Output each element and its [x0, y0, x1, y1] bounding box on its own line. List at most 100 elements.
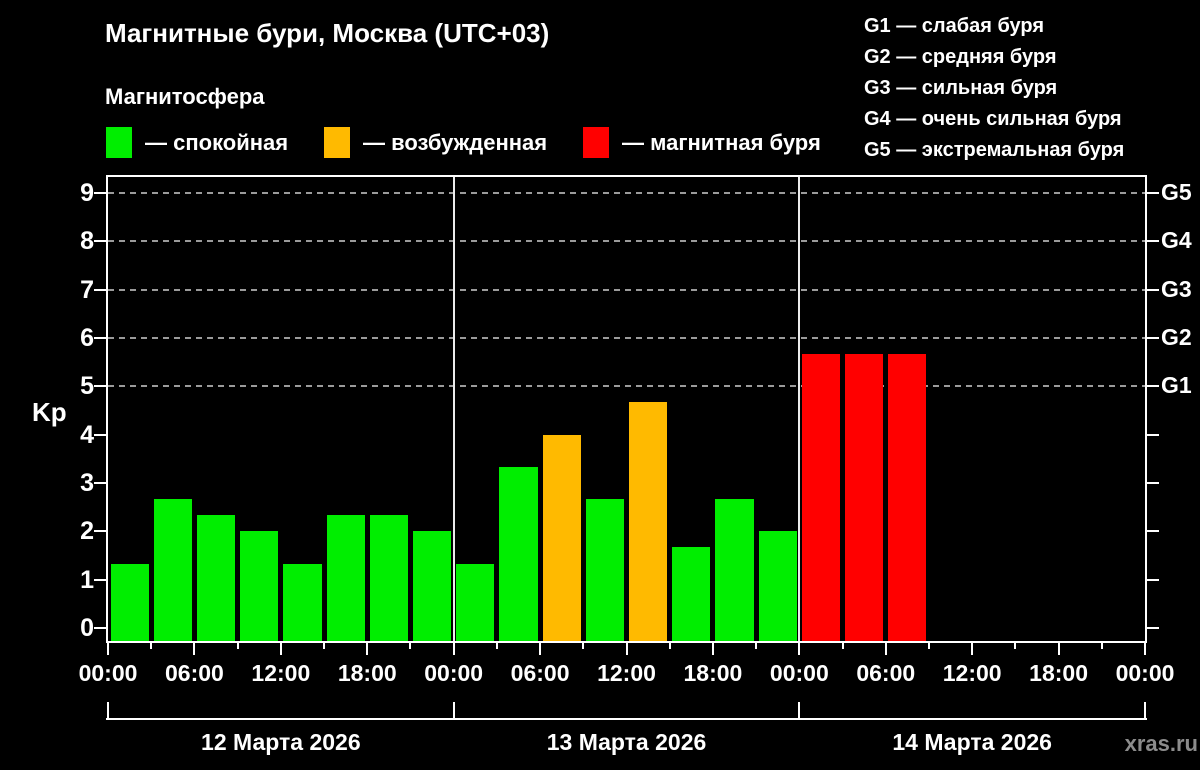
x-axis-label: 00:00 [78, 660, 138, 686]
g-scale-legend-line-g2: G2 — средняя буря [864, 46, 1057, 68]
y-axis-label: 4 [80, 420, 94, 449]
kp-bar [196, 515, 236, 641]
date-label: 14 Марта 2026 [892, 729, 1052, 755]
x-axis-label: 12:00 [942, 660, 1002, 686]
x-axis-label: 18:00 [1029, 660, 1088, 686]
storm-color-swatch [583, 127, 609, 158]
y-axis-label: 6 [80, 324, 94, 352]
legend-item-label: — возбужденная [363, 129, 548, 155]
y-axis-label: 5 [80, 372, 94, 401]
kp-bar [412, 531, 452, 641]
x-axis-label: 00:00 [424, 660, 484, 686]
x-axis-tick [755, 641, 758, 649]
x-axis-tick [798, 641, 801, 655]
x-axis-tick [971, 641, 974, 655]
kp-bar [283, 563, 322, 641]
y-axis-tick-right [1147, 337, 1159, 339]
y-axis-tick-right [1147, 482, 1159, 484]
legend-item-label: — магнитная буря [622, 129, 821, 155]
date-bracket-tick [798, 702, 801, 719]
y-axis-tick-left [94, 433, 106, 436]
x-axis-tick [927, 641, 930, 649]
kp-bar [629, 402, 668, 641]
kp-bar [758, 531, 797, 641]
x-axis-tick [409, 641, 412, 649]
kp-bar [672, 547, 711, 641]
kp-bar [326, 515, 365, 641]
x-axis-tick [366, 641, 369, 655]
kp-bar-plot-area: 0 1 2 3 4 5 6 7 8 9 G1 G2 G3 G4 G5 00:00 06:00 12:00 18:00… [79, 175, 1192, 755]
y-axis-tick-right [1147, 433, 1159, 436]
x-axis-label: 00:00 [769, 660, 829, 686]
x-axis-tick [1100, 641, 1103, 649]
x-axis-label: 06:00 [856, 660, 916, 686]
x-axis-tick [1057, 641, 1060, 655]
y-axis-title: Kp [32, 397, 67, 427]
y-axis-tick-right [1147, 627, 1159, 629]
page-title: Магнитные бури, Москва (UTC+03) [105, 18, 550, 48]
y-axis-label: 7 [80, 275, 94, 304]
legend-item-excited: — возбужденная [324, 127, 547, 158]
kp-bar [499, 467, 538, 641]
kp-bar [715, 498, 754, 641]
kp-bar [369, 515, 408, 641]
y-axis-tick-left [94, 627, 106, 629]
day-separator [452, 177, 455, 641]
kp-bar [585, 498, 624, 641]
x-axis-tick [107, 641, 109, 655]
x-axis-label: 12:00 [251, 660, 311, 686]
date-bracket-tick [452, 702, 455, 719]
excited-color-swatch [324, 127, 350, 158]
x-axis-tick [841, 641, 844, 649]
x-axis-tick [279, 641, 282, 655]
x-axis-tick [1014, 641, 1017, 649]
y-axis-tick-right [1147, 192, 1159, 194]
g-scale-label-g5: G5 [1161, 179, 1192, 205]
y-axis-tick-right [1147, 288, 1159, 291]
legend-item-storm: — магнитная буря [583, 127, 821, 158]
y-axis-tick-right [1147, 385, 1159, 388]
y-axis-label: 2 [80, 517, 94, 546]
kp-bar [240, 531, 279, 641]
y-axis-tick-right [1147, 240, 1159, 243]
y-axis-tick-left [94, 578, 106, 581]
x-axis-label: 18:00 [683, 660, 743, 686]
x-axis-label: 06:00 [164, 660, 224, 686]
x-axis-label: 18:00 [337, 660, 397, 686]
y-axis-label: 0 [80, 614, 94, 642]
date-label: 12 Марта 2026 [201, 729, 361, 755]
y-axis-tick-left [94, 240, 106, 243]
gridline-kp-9 [108, 192, 1145, 194]
g-scale-label-g3: G3 [1161, 275, 1192, 302]
x-axis-tick [539, 641, 542, 655]
x-axis-tick [884, 641, 887, 655]
g-scale-legend-line-g3: G3 — сильная буря [864, 77, 1058, 99]
kp-bar [888, 353, 927, 641]
y-axis-tick-left [94, 288, 106, 291]
date-bracket-tick [107, 702, 109, 719]
g-scale-label-g4: G4 [1161, 227, 1192, 254]
x-axis-tick [1144, 641, 1146, 655]
legend-item-quiet: — спокойная [106, 127, 288, 158]
kp-bar [845, 353, 884, 641]
x-axis-label: 06:00 [510, 660, 570, 686]
kp-bar [456, 563, 495, 641]
x-axis-label: 00:00 [1115, 660, 1175, 686]
y-axis-tick-right [1147, 578, 1159, 581]
y-axis-tick-left [94, 337, 106, 339]
x-axis-tick [625, 641, 628, 655]
legend-item-label: — спокойная [145, 129, 289, 155]
g-scale-legend: G1 — слабая буря G2 — средняя буря G3 — … [864, 11, 1124, 166]
watermark: xras.ru [1124, 731, 1198, 756]
kp-bar [110, 563, 149, 641]
y-axis-label: 3 [80, 469, 94, 497]
x-axis-tick [236, 641, 239, 649]
x-axis-tick [452, 641, 455, 655]
y-axis-tick-left [94, 530, 106, 533]
x-axis-tick [668, 641, 671, 649]
y-axis-tick-left [94, 192, 106, 194]
kp-bar [801, 353, 841, 641]
y-axis-tick-right [1147, 530, 1159, 533]
x-axis-tick [711, 641, 714, 655]
y-axis-label: 9 [80, 179, 94, 207]
